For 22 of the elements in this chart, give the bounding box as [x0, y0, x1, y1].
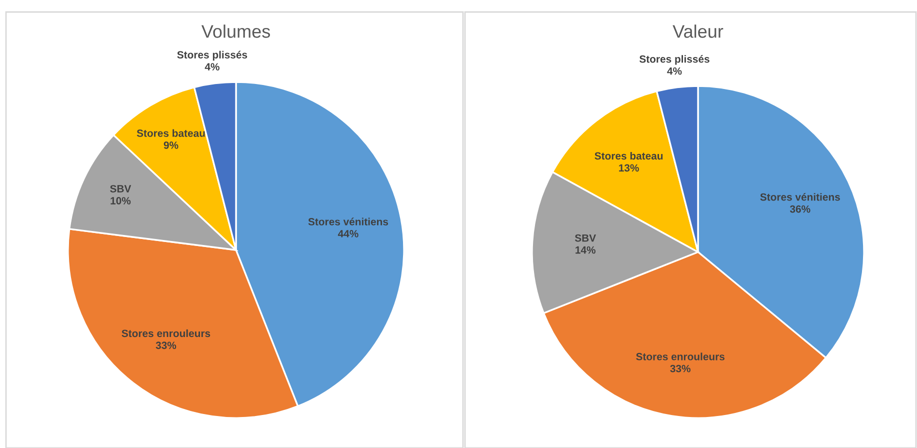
slice-label: Stores enrouleurs [636, 352, 724, 360]
data-label: 13% [619, 164, 639, 172]
data-label: 33% [670, 364, 690, 372]
slice-label: SBV [574, 234, 596, 242]
data-label: 4% [667, 67, 682, 75]
data-label: 9% [164, 142, 178, 149]
data-label: 33% [156, 342, 176, 350]
slice-label: Stores vénitiens [760, 193, 840, 201]
data-label: 36% [790, 205, 810, 213]
slice-label: Stores enrouleurs [122, 329, 210, 338]
slice-label: Stores bateau [136, 129, 205, 137]
slice-label: Stores plissés [639, 55, 710, 65]
data-label: 14% [576, 246, 596, 254]
slice-label: Stores plissés [177, 50, 248, 61]
chart-title: Volumes [201, 24, 270, 38]
data-label: 10% [110, 197, 131, 204]
chart-title: Valeur [672, 24, 724, 38]
slice-label: Stores vénitiens [308, 218, 388, 226]
slice-label: Stores bateau [594, 152, 663, 160]
data-label: 4% [204, 63, 220, 70]
data-label: 44% [338, 230, 358, 238]
slice-label: SBV [110, 185, 132, 192]
